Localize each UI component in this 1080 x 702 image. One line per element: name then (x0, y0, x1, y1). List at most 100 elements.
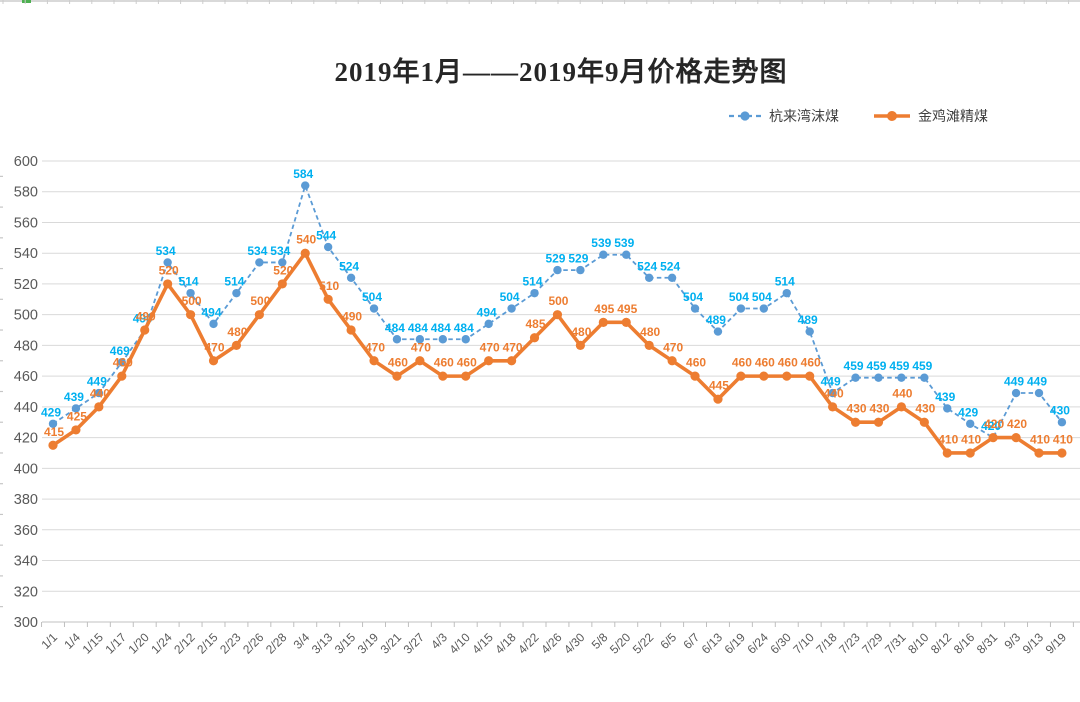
data-point[interactable] (323, 242, 333, 252)
data-point[interactable] (713, 327, 723, 336)
data-point[interactable] (186, 288, 195, 298)
data-point[interactable] (690, 371, 700, 381)
data-point[interactable] (942, 448, 952, 458)
data-point[interactable] (1034, 388, 1044, 398)
data-label: 459 (866, 359, 886, 373)
data-point[interactable] (988, 433, 998, 443)
data-point[interactable] (1034, 448, 1044, 458)
data-point[interactable] (598, 317, 608, 327)
data-point[interactable] (690, 304, 700, 313)
data-point[interactable] (943, 404, 952, 413)
data-point[interactable] (644, 273, 654, 282)
data-point[interactable] (507, 356, 517, 366)
data-point[interactable] (507, 304, 516, 313)
data-point[interactable] (1057, 418, 1067, 427)
data-point[interactable] (828, 402, 838, 412)
data-point[interactable] (163, 279, 173, 289)
data-point[interactable] (254, 310, 264, 320)
data-point[interactable] (438, 335, 448, 344)
data-point[interactable] (759, 304, 769, 313)
data-label: 429 (958, 405, 978, 419)
data-point[interactable] (759, 371, 769, 381)
data-point[interactable] (278, 258, 287, 267)
data-point[interactable] (277, 279, 287, 289)
data-label: 420 (1007, 417, 1027, 431)
data-point[interactable] (461, 335, 470, 344)
data-point[interactable] (873, 417, 884, 427)
legend-label: 杭来湾沫煤 (769, 108, 839, 124)
data-point[interactable] (415, 356, 425, 366)
data-point[interactable] (369, 304, 379, 313)
data-point[interactable] (255, 258, 264, 267)
data-point[interactable] (209, 319, 218, 329)
data-point[interactable] (301, 181, 310, 190)
data-point[interactable] (48, 440, 58, 450)
data-point[interactable] (850, 417, 861, 427)
data-point[interactable] (140, 325, 150, 335)
data-point[interactable] (1057, 448, 1067, 458)
data-point[interactable] (966, 419, 975, 428)
data-point[interactable] (805, 371, 815, 381)
data-point[interactable] (621, 317, 631, 327)
data-point[interactable] (529, 333, 540, 343)
data-point[interactable] (897, 373, 906, 382)
data-point[interactable] (438, 371, 448, 381)
data-point[interactable] (461, 371, 471, 381)
data-point[interactable] (71, 425, 81, 435)
data-point[interactable] (851, 373, 860, 382)
data-point[interactable] (231, 340, 242, 350)
legend-item-jinjitan[interactable]: 金鸡滩精煤 (873, 106, 988, 126)
data-point[interactable] (484, 356, 494, 366)
data-point[interactable] (94, 388, 104, 398)
data-point[interactable] (622, 250, 631, 259)
chart-title[interactable]: 2019年1月——2019年9月价格走势图 (334, 57, 788, 87)
data-point[interactable] (300, 248, 310, 258)
data-point[interactable] (667, 273, 677, 282)
data-point[interactable] (346, 325, 356, 335)
series-jinjitan[interactable]: 4154254404604905205004704805005205405104… (44, 233, 1073, 458)
data-label: 410 (1030, 432, 1050, 446)
data-point[interactable] (415, 335, 425, 344)
data-point[interactable] (530, 288, 539, 298)
data-point[interactable] (874, 373, 883, 382)
data-point[interactable] (117, 371, 127, 381)
data-point[interactable] (713, 394, 723, 404)
data-point[interactable] (392, 371, 402, 381)
data-point[interactable] (323, 294, 333, 304)
data-point[interactable] (346, 273, 356, 282)
data-point[interactable] (369, 356, 379, 366)
data-label: 485 (526, 317, 546, 331)
data-point[interactable] (599, 250, 608, 259)
data-point[interactable] (828, 388, 837, 398)
data-point[interactable] (576, 265, 585, 275)
data-point[interactable] (553, 265, 562, 275)
data-point[interactable] (208, 356, 219, 366)
data-point[interactable] (163, 258, 172, 267)
data-point[interactable] (1011, 388, 1021, 398)
data-point[interactable] (552, 310, 563, 320)
data-point[interactable] (484, 319, 493, 329)
data-point[interactable] (117, 358, 126, 367)
data-point[interactable] (896, 402, 907, 412)
data-point[interactable] (71, 404, 81, 413)
data-point[interactable] (805, 327, 814, 336)
data-point[interactable] (965, 448, 975, 458)
data-point[interactable] (232, 288, 241, 298)
data-point[interactable] (392, 335, 402, 344)
data-point[interactable] (1011, 433, 1021, 443)
data-point[interactable] (185, 310, 196, 320)
data-point[interactable] (667, 356, 677, 366)
legend-item-hanglaiwan[interactable]: 杭来湾沫煤 (728, 106, 839, 126)
data-point[interactable] (919, 417, 929, 427)
data-point[interactable] (48, 419, 58, 428)
data-point[interactable] (782, 371, 792, 381)
data-point[interactable] (782, 288, 791, 298)
data-point[interactable] (644, 340, 654, 350)
data-point[interactable] (736, 304, 746, 313)
data-point[interactable] (575, 340, 585, 350)
data-point[interactable] (736, 371, 746, 381)
data-point[interactable] (94, 402, 104, 412)
data-point[interactable] (920, 373, 929, 382)
